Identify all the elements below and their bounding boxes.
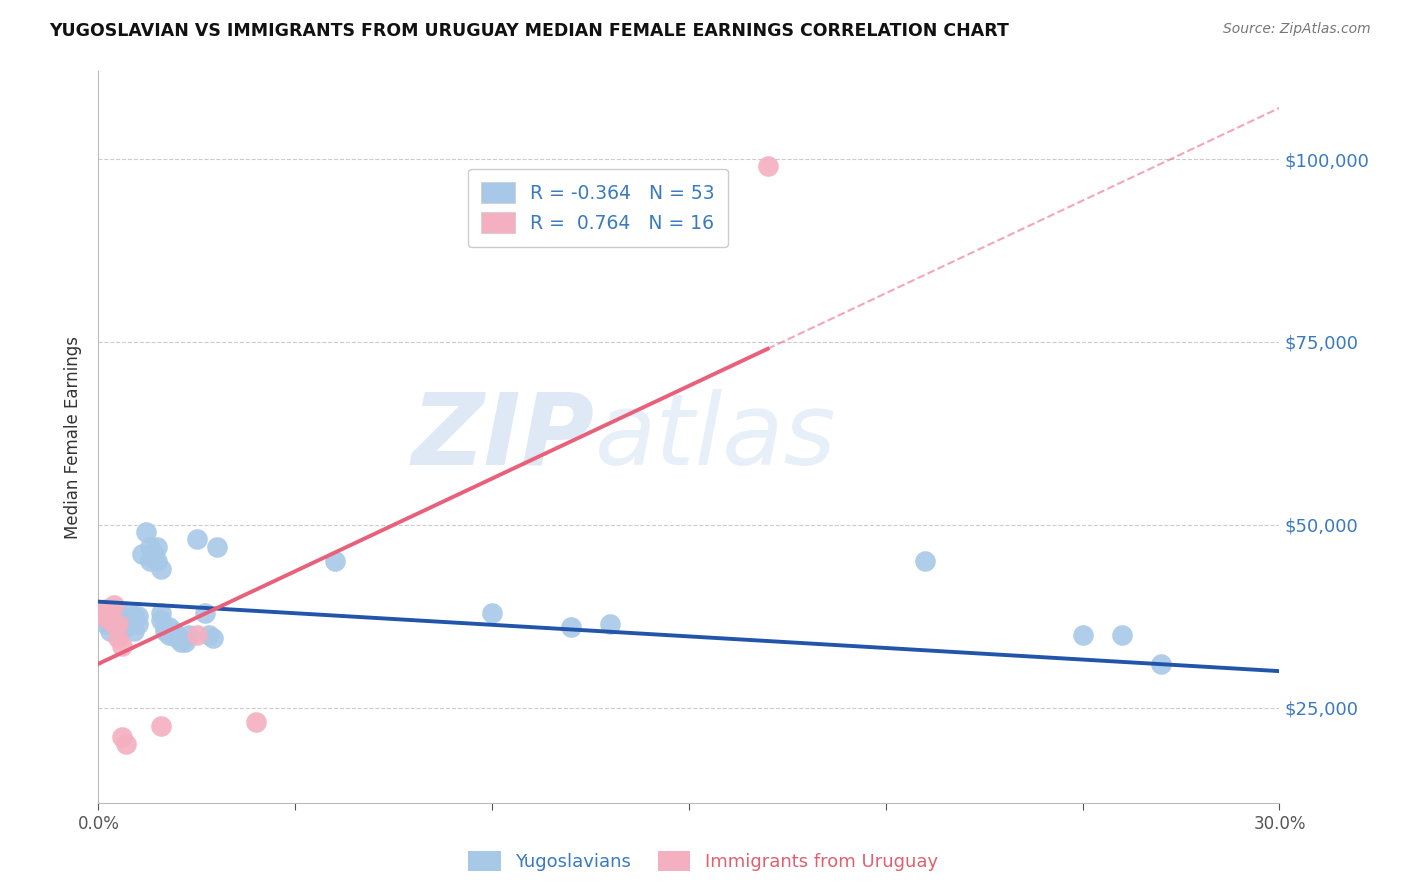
Point (323, 554, 346, 568)
Point (96, 606, 118, 620)
Point (111, 730, 134, 744)
Point (96, 616, 118, 631)
Point (1150, 657, 1173, 671)
Point (155, 620, 177, 634)
Point (174, 635, 197, 649)
Point (127, 609, 149, 624)
Point (98, 613, 121, 627)
Point (115, 620, 138, 634)
Point (186, 627, 208, 641)
Point (115, 737, 138, 751)
Point (138, 554, 160, 568)
Point (205, 540, 228, 554)
Point (197, 627, 219, 641)
Point (170, 635, 193, 649)
Text: atlas: atlas (595, 389, 837, 485)
Point (599, 616, 621, 631)
Point (481, 606, 503, 620)
Point (103, 599, 125, 613)
Point (150, 719, 173, 733)
Point (1071, 627, 1094, 641)
Point (150, 613, 173, 627)
Point (103, 616, 125, 631)
Point (107, 632, 129, 646)
Point (162, 624, 184, 638)
Point (157, 627, 180, 641)
Point (150, 606, 173, 620)
Point (111, 613, 134, 627)
Point (122, 624, 145, 638)
Point (107, 616, 129, 631)
Point (166, 632, 188, 646)
Point (142, 550, 165, 565)
Point (98, 624, 121, 638)
Text: ZIP: ZIP (412, 389, 595, 485)
Point (91, 609, 114, 624)
Point (122, 609, 145, 624)
Point (96, 606, 118, 620)
Text: YUGOSLAVIAN VS IMMIGRANTS FROM URUGUAY MEDIAN FEMALE EARNINGS CORRELATION CHART: YUGOSLAVIAN VS IMMIGRANTS FROM URUGUAY M… (49, 22, 1010, 40)
Point (103, 602, 125, 616)
Point (177, 627, 200, 641)
Point (146, 540, 169, 554)
Point (914, 554, 936, 568)
Point (1111, 627, 1133, 641)
Point (118, 616, 141, 631)
Point (91, 609, 114, 624)
Point (194, 606, 217, 620)
Text: Source: ZipAtlas.com: Source: ZipAtlas.com (1223, 22, 1371, 37)
Point (98, 613, 121, 627)
Point (560, 620, 582, 634)
Point (138, 540, 160, 554)
Point (96, 602, 118, 616)
Point (756, 160, 779, 174)
Point (142, 547, 165, 561)
Point (245, 715, 267, 730)
Point (111, 609, 134, 624)
Point (127, 616, 149, 631)
Point (186, 533, 208, 547)
Point (107, 609, 129, 624)
Point (146, 554, 169, 568)
Point (166, 627, 188, 641)
Point (150, 562, 173, 576)
Point (155, 624, 177, 638)
Point (135, 525, 157, 540)
Point (201, 632, 224, 646)
Point (131, 547, 153, 561)
Legend: R = -0.364   N = 53, R =  0.764   N = 16: R = -0.364 N = 53, R = 0.764 N = 16 (468, 169, 728, 246)
Point (157, 620, 180, 634)
Point (98, 609, 121, 624)
Point (162, 627, 184, 641)
Point (118, 606, 141, 620)
Point (115, 616, 138, 631)
Y-axis label: Median Female Earnings: Median Female Earnings (65, 335, 83, 539)
Legend: Yugoslavians, Immigrants from Uruguay: Yugoslavians, Immigrants from Uruguay (461, 844, 945, 879)
Point (107, 616, 129, 631)
Point (111, 639, 134, 653)
